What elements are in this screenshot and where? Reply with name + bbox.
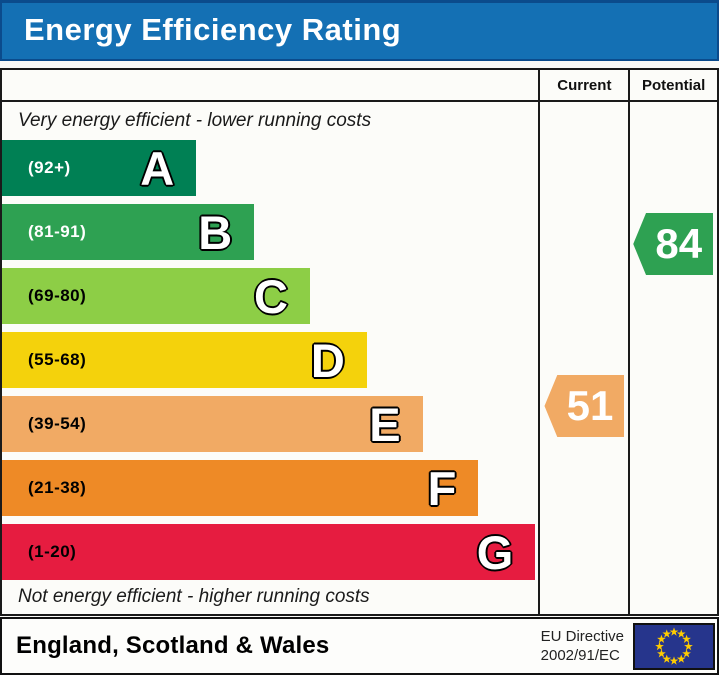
top-note: Very energy efficient - lower running co…: [18, 110, 372, 131]
band-row-c: (69-80) C: [2, 268, 538, 324]
band-range-label: (81-91): [28, 222, 87, 241]
band-row-a: (92+) A: [2, 140, 538, 196]
band-bar-g: (1-20) G: [2, 524, 536, 580]
footer-bar: England, Scotland & Wales EU Directive 2…: [0, 617, 719, 675]
band-row-g: (1-20) G: [2, 524, 538, 580]
eu-directive-label: EU Directive 2002/91/EC: [541, 627, 633, 666]
band-letter: F: [426, 461, 457, 515]
band-letter: E: [368, 397, 402, 451]
band-bar-b: (81-91) B: [2, 204, 255, 260]
band-row-d: (55-68) D: [2, 332, 538, 388]
band-bar-c: (69-80) C: [2, 268, 310, 324]
rating-bars: (92+) A (81-91) B (69-80) C (55-68) D (39-54) E (2…: [2, 140, 538, 580]
table-header-row: Current Potential: [2, 70, 717, 102]
band-letter: B: [197, 205, 233, 259]
band-bar-d: (55-68) D: [2, 332, 367, 388]
current-column-header: Current: [538, 70, 628, 100]
rating-scale-cell: Very energy efficient - lower running co…: [2, 102, 538, 614]
region-label: England, Scotland & Wales: [16, 632, 330, 659]
band-letter: A: [139, 141, 175, 195]
band-letter: C: [253, 269, 289, 323]
page-title: Energy Efficiency Rating: [24, 12, 402, 47]
band-range-label: (39-54): [28, 414, 87, 433]
band-letter: G: [475, 525, 514, 579]
rating-table: Current Potential Very energy efficient …: [0, 68, 719, 616]
band-range-label: (21-38): [28, 478, 87, 497]
title-bar: Energy Efficiency Rating: [0, 0, 719, 61]
band-range-label: (92+): [28, 158, 71, 177]
bottom-note: Not energy efficient - higher running co…: [18, 586, 370, 607]
current-rating-cell: 51: [538, 102, 628, 614]
band-range-label: (1-20): [28, 542, 77, 561]
band-row-f: (21-38) F: [2, 460, 538, 516]
table-body-row: Very energy efficient - lower running co…: [2, 102, 717, 614]
eu-directive-line2: 2002/91/EC: [540, 647, 620, 664]
eu-directive-line1: EU Directive: [540, 627, 624, 645]
potential-column-header: Potential: [628, 70, 717, 100]
band-bar-a: (92+) A: [2, 140, 197, 196]
potential-rating-cell: 84: [628, 102, 717, 614]
band-row-b: (81-91) B: [2, 204, 538, 260]
potential-score-marker: 84: [633, 213, 714, 275]
band-letter: D: [310, 333, 346, 387]
eu-flag-icon: [633, 622, 715, 670]
current-score-marker: 51: [544, 375, 625, 437]
band-bar-e: (39-54) E: [2, 396, 423, 452]
chart-header-spacer: [2, 70, 538, 100]
band-range-label: (69-80): [28, 286, 87, 305]
band-row-e: (39-54) E: [2, 396, 538, 452]
band-bar-f: (21-38) F: [2, 460, 479, 516]
band-range-label: (55-68): [28, 350, 87, 369]
